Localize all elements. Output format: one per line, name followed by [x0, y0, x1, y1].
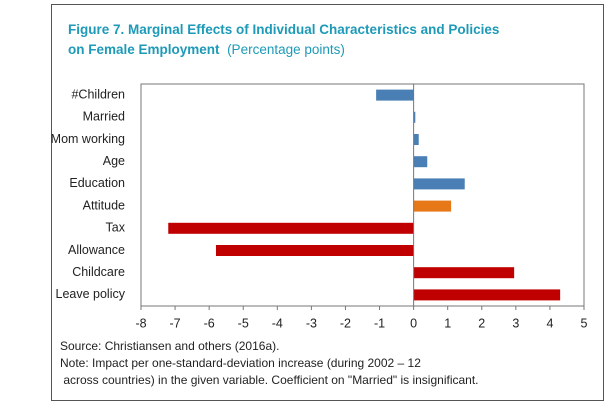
- x-tick-label: -4: [272, 316, 283, 330]
- y-tick-label: Childcare: [72, 265, 125, 279]
- chart-title: Figure 7. Marginal Effects of Individual…: [68, 22, 500, 57]
- y-tick-label: Tax: [106, 221, 126, 235]
- x-tick-label: -6: [204, 316, 215, 330]
- x-tick-label: 5: [581, 316, 588, 330]
- x-tick-label: -7: [170, 316, 181, 330]
- bar: [413, 156, 428, 168]
- x-tick-label: -8: [135, 316, 146, 330]
- x-tick-label: 1: [444, 316, 451, 330]
- units: (Percentage points): [227, 42, 345, 57]
- y-tick-label: Leave policy: [56, 287, 126, 301]
- x-tick-label: -5: [238, 316, 249, 330]
- x-tick-label: 0: [410, 316, 417, 330]
- bar: [376, 89, 414, 101]
- x-tick-label: -2: [340, 316, 351, 330]
- bar: [413, 111, 416, 123]
- bar: [413, 134, 419, 145]
- bar: [413, 200, 452, 212]
- bar: [215, 245, 414, 256]
- bar: [413, 289, 561, 301]
- title-block: Figure 7. Marginal Effects of Individual…: [68, 20, 518, 60]
- x-tick-label: 3: [512, 316, 519, 330]
- bar: [168, 222, 414, 234]
- x-tick-label: 2: [478, 316, 485, 330]
- x-tick-label: -3: [306, 316, 317, 330]
- y-tick-label: #Children: [71, 87, 125, 101]
- bar: [413, 178, 465, 190]
- y-tick-label: Allowance: [68, 243, 125, 257]
- y-tick-label: Mom working: [51, 132, 125, 146]
- y-tick-label: Education: [69, 176, 125, 190]
- note: Source: Christiansen and others (2016a).: [60, 339, 279, 353]
- note: across countries) in the given variable.…: [60, 373, 479, 387]
- y-tick-label: Married: [83, 110, 125, 124]
- x-tick-label: -1: [374, 316, 385, 330]
- y-tick-label: Attitude: [83, 198, 125, 212]
- note: Note: Impact per one-standard-deviation …: [60, 356, 421, 370]
- plot-area: [140, 83, 585, 307]
- figure-frame: [51, 4, 604, 401]
- y-tick-label: Age: [103, 154, 125, 168]
- bar: [413, 267, 515, 279]
- x-tick-label: 4: [546, 316, 553, 330]
